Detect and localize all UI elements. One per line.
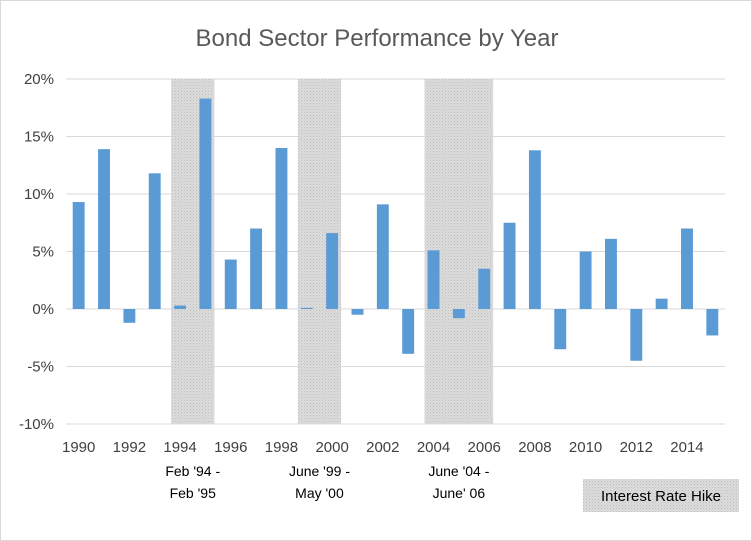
bar-1990: [72, 202, 85, 309]
y-tick-label: -10%: [19, 416, 54, 433]
bar-2013: [655, 298, 668, 309]
y-tick-label: 5%: [32, 244, 54, 261]
x-tick-label: 2012: [620, 439, 653, 456]
bar-2007: [503, 222, 516, 309]
bar-1992: [123, 309, 136, 323]
x-tick-label: 2014: [670, 439, 703, 456]
y-tick-label: 15%: [24, 129, 54, 146]
bar-2009: [554, 309, 567, 350]
y-tick-label: 10%: [24, 186, 54, 203]
x-tick-label: 1992: [113, 439, 146, 456]
bar-2002: [376, 204, 389, 309]
bar-2015: [706, 309, 719, 336]
y-tick-label: 20%: [24, 71, 54, 88]
y-tick-labels: -10% -5% 0% 5% 10% 15% 20%: [19, 71, 54, 433]
x-tick-label: 2008: [518, 439, 551, 456]
x-tick-label: 1998: [265, 439, 298, 456]
hike-annotation-line: June '99 -: [289, 463, 350, 479]
y-tick-label: 0%: [32, 301, 54, 318]
bar-1995: [199, 98, 212, 309]
x-tick-label: 2010: [569, 439, 602, 456]
bar-2001: [351, 309, 364, 315]
bar-2000: [326, 233, 339, 309]
legend-box: [583, 479, 739, 512]
bar-2012: [630, 309, 643, 361]
bar-2010: [579, 251, 592, 309]
hike-annotations: Feb '94 - Feb '95 June '99 - May '00 June '0…: [165, 463, 489, 501]
x-tick-label: 1994: [163, 439, 196, 456]
bar-2005: [452, 309, 465, 319]
bar-1999: [300, 307, 313, 309]
x-tick-label: 2002: [366, 439, 399, 456]
legend: Interest Rate Hike: [583, 479, 739, 512]
bar-1998: [275, 148, 288, 309]
y-tick-label: -5%: [27, 359, 54, 376]
bar-2004: [427, 250, 440, 309]
bar-2006: [478, 268, 491, 309]
bar-1991: [98, 149, 110, 309]
legend-label: Interest Rate Hike: [601, 488, 721, 505]
hike-annotation-line: Feb '95: [170, 485, 216, 501]
bars: [72, 98, 719, 361]
gridlines: [66, 78, 725, 425]
x-tick-label: 2006: [468, 439, 501, 456]
x-tick-label: 2000: [315, 439, 348, 456]
x-tick-label: 1990: [62, 439, 95, 456]
bar-1997: [250, 228, 263, 309]
hike-annotation-line: May '00: [295, 485, 344, 501]
bar-2011: [604, 238, 617, 309]
hike-annotation-line: Feb '94 -: [165, 463, 220, 479]
hike-annotation-line: June' 06: [433, 485, 486, 501]
hike-annotation-line: June '04 -: [428, 463, 489, 479]
x-tick-label: 2004: [417, 439, 450, 456]
bar-2008: [528, 150, 541, 309]
bar-2003: [402, 309, 415, 354]
bar-2014: [681, 228, 693, 309]
bar-1994: [174, 305, 187, 309]
bar-1996: [224, 259, 237, 309]
x-tick-labels: 1990 1992 1994 1996 1998 2000 2002 2004 2006 2008…: [62, 439, 704, 456]
bar-1993: [148, 173, 161, 309]
x-tick-label: 1996: [214, 439, 247, 456]
chart-title: Bond Sector Performance by Year: [196, 25, 559, 52]
